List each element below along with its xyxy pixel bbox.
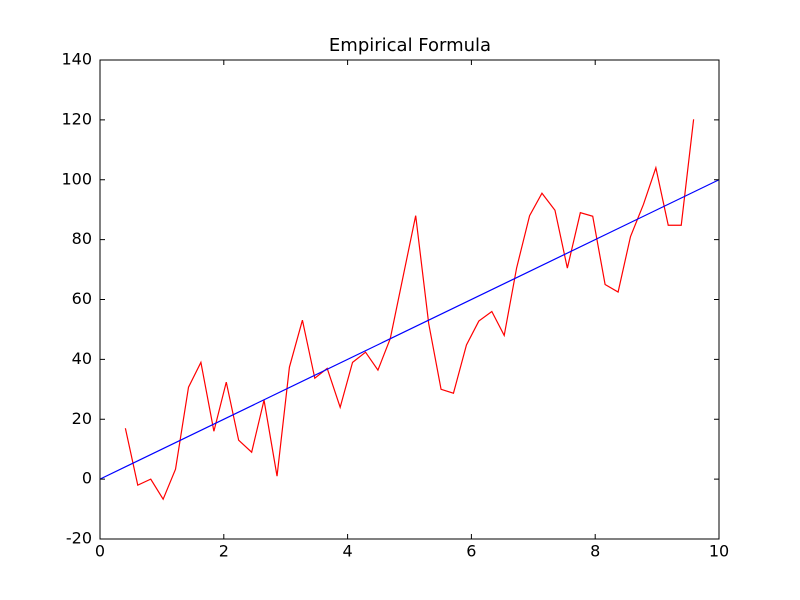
y-tick-label: 20 xyxy=(72,409,92,428)
y-tick-label: 100 xyxy=(61,169,92,188)
x-tick-label: 2 xyxy=(219,542,229,561)
y-tick-label: 140 xyxy=(61,50,92,69)
x-tick-label: 8 xyxy=(590,542,600,561)
y-tick-label: 120 xyxy=(61,109,92,128)
x-tick-label: 4 xyxy=(343,542,353,561)
x-tick-label: 0 xyxy=(95,542,105,561)
y-tick-label: 80 xyxy=(72,229,92,248)
y-tick-label: 40 xyxy=(72,349,92,368)
y-tick-label: 60 xyxy=(72,289,92,308)
x-tick-label: 6 xyxy=(466,542,476,561)
x-tick-label: 10 xyxy=(709,542,729,561)
line xyxy=(124,119,695,501)
y-tick-label: -20 xyxy=(66,529,92,548)
line xyxy=(99,179,720,480)
y-tick-label: 0 xyxy=(82,469,92,488)
chart-title: Empirical Formula xyxy=(329,35,491,56)
